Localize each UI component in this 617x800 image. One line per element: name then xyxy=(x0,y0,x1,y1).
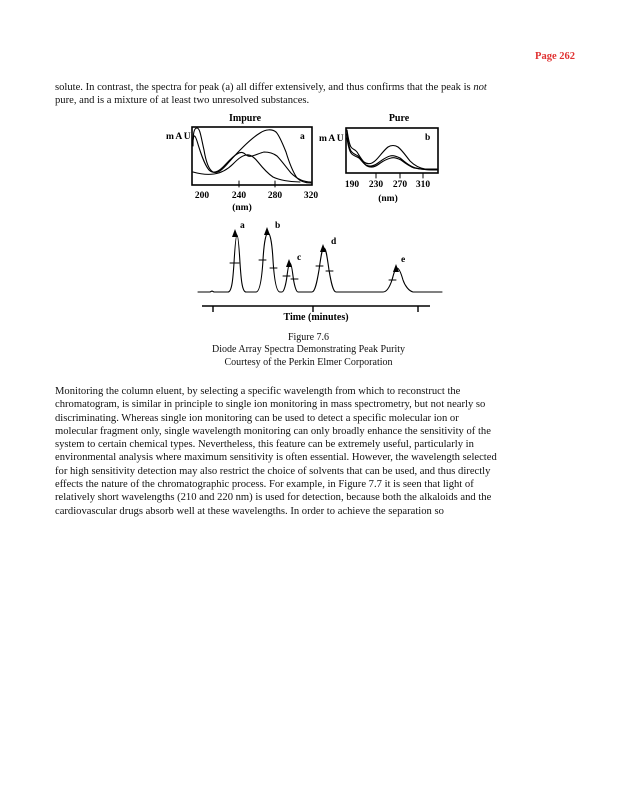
pure-plot-frame xyxy=(345,127,439,174)
text-line: for high sensitivity detection may also … xyxy=(55,465,491,477)
impure-x-tick-320: 320 xyxy=(304,191,319,201)
pure-x-tick-230: 230 xyxy=(369,180,384,190)
pure-x-tick-310: 310 xyxy=(416,180,431,190)
paragraph-body: Monitoring the column eluent, by selecti… xyxy=(55,385,570,518)
impure-x-tick-200: 200 xyxy=(195,191,210,201)
pure-x-tick-190: 190 xyxy=(345,180,360,190)
chromatogram-plot: a b c d e Time (minutes) xyxy=(197,221,443,322)
caption-credit: Courtesy of the Perkin Elmer Corporation xyxy=(224,356,393,368)
figure-caption: Figure 7.6 Diode Array Spectra Demonstra… xyxy=(0,332,617,369)
text-line: discriminating. Whereas single ion monit… xyxy=(55,412,459,424)
impure-axis-ticks xyxy=(238,180,276,188)
peak-apex-arrow-icons xyxy=(232,227,399,272)
peak-label-e: e xyxy=(401,255,405,265)
text-line: relatively short wavelengths (210 and 22… xyxy=(55,492,492,504)
pure-x-unit-label: (nm) xyxy=(378,193,398,204)
peak-label-b: b xyxy=(275,221,280,231)
spectrum-plot-pure: Pure mAU b 190 230 270 310 (nm) xyxy=(319,113,439,204)
time-axis xyxy=(202,305,430,312)
text-line: pure, and is a mixture of at least two u… xyxy=(55,95,310,107)
impure-curve-3 xyxy=(192,154,301,183)
text-segment: solute. In contrast, the spectra for pea… xyxy=(55,82,474,93)
time-axis-label: Time (minutes) xyxy=(283,312,348,322)
italic-word: not xyxy=(473,82,487,93)
pure-curve-2 xyxy=(346,133,438,171)
pure-y-axis-label: mAU xyxy=(319,134,345,144)
text-line: system to certain chemical types. Nevert… xyxy=(55,439,474,451)
peak-label-c: c xyxy=(297,253,301,263)
impure-x-tick-280: 280 xyxy=(268,191,283,201)
text-line: solute. In contrast, the spectra for pea… xyxy=(55,81,570,94)
impure-x-unit-label: (nm) xyxy=(232,202,252,212)
text-line: chromatogram, is similar in principle to… xyxy=(55,399,486,411)
pure-title: Pure xyxy=(389,113,410,124)
pure-curve-3 xyxy=(346,137,438,171)
spectrum-plot-impure: Impure mAU a 200 240 280 320 (nm) xyxy=(166,113,319,212)
page-number: Page 262 xyxy=(535,51,575,62)
text-line: effects the nature of the chromatographi… xyxy=(55,479,474,491)
peak-sample-tick-marks xyxy=(229,259,397,281)
pure-x-tick-270: 270 xyxy=(393,180,408,190)
peak-label-d: d xyxy=(331,237,337,247)
paragraph-top: solute. In contrast, the spectra for pea… xyxy=(55,81,570,108)
impure-curve-2 xyxy=(192,135,312,183)
text-line: Monitoring the column eluent, by selecti… xyxy=(55,386,461,397)
text-line: molecular fragment only, single waveleng… xyxy=(55,425,491,437)
peak-label-a: a xyxy=(240,221,245,231)
impure-title: Impure xyxy=(229,113,262,124)
impure-y-axis-label: mAU xyxy=(166,132,192,142)
text-line: cardiovascular drugs absorb well at thes… xyxy=(55,505,444,517)
impure-panel-letter: a xyxy=(300,132,305,142)
pure-curve-1 xyxy=(346,129,438,170)
pure-panel-letter: b xyxy=(425,133,430,143)
impure-x-tick-240: 240 xyxy=(232,191,247,201)
impure-curve-1 xyxy=(192,127,312,184)
impure-plot-frame xyxy=(191,126,313,186)
pure-axis-ticks xyxy=(375,172,424,179)
caption-figure-number: Figure 7.6 xyxy=(287,332,330,343)
caption-title: Diode Array Spectra Demonstrating Peak P… xyxy=(211,344,405,356)
text-line: environmental analysis where maximum sen… xyxy=(55,452,497,464)
